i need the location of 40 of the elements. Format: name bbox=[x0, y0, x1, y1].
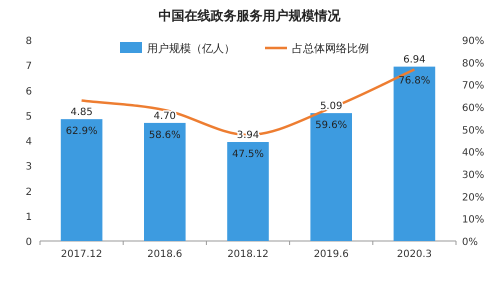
y2-tick-label: 70% bbox=[462, 80, 484, 92]
y2-tick-label: 10% bbox=[462, 214, 484, 226]
legend-label: 占总体网络比例 bbox=[292, 42, 369, 55]
chart-title: 中国在线政务服务用户规模情况 bbox=[158, 8, 342, 24]
x-tick-label: 2020.3 bbox=[396, 249, 432, 260]
y-tick-label: 0 bbox=[26, 237, 32, 248]
bar bbox=[394, 66, 436, 241]
y2-tick-label: 20% bbox=[462, 192, 484, 204]
y-tick-label: 3 bbox=[26, 162, 32, 173]
data-label: 76.8% bbox=[398, 75, 430, 86]
bar bbox=[227, 142, 269, 241]
data-label: 47.5% bbox=[232, 149, 264, 160]
legend-label: 用户规模（亿人） bbox=[147, 42, 235, 55]
data-label: 59.6% bbox=[315, 120, 348, 132]
data-label: 4.85 bbox=[70, 107, 93, 118]
y2-tick-label: 0% bbox=[462, 237, 478, 248]
bar bbox=[144, 122, 186, 241]
y-tick-label: 4 bbox=[26, 136, 32, 148]
y2-tick-label: 40% bbox=[462, 148, 484, 159]
y-tick-label: 5 bbox=[26, 111, 32, 122]
y-tick-label: 6 bbox=[26, 86, 32, 98]
bar bbox=[310, 113, 352, 241]
y-tick-label: 8 bbox=[26, 36, 32, 47]
bar bbox=[60, 119, 102, 241]
data-label: 58.6% bbox=[148, 130, 181, 141]
x-tick-label: 2019.6 bbox=[314, 249, 349, 260]
x-tick-label: 2017.12 bbox=[60, 249, 102, 260]
y2-tick-label: 90% bbox=[462, 36, 484, 47]
y-tick-label: 2 bbox=[26, 186, 32, 198]
data-label: 62.9% bbox=[66, 126, 98, 138]
x-tick-label: 2018.12 bbox=[227, 249, 269, 260]
y2-tick-label: 80% bbox=[462, 58, 484, 70]
y-tick-label: 7 bbox=[26, 61, 32, 72]
y2-tick-label: 30% bbox=[462, 170, 484, 181]
data-label: 6.94 bbox=[403, 54, 426, 66]
y-tick-label: 1 bbox=[26, 212, 32, 223]
x-tick-label: 2018.6 bbox=[147, 249, 182, 260]
y2-tick-label: 50% bbox=[462, 125, 484, 136]
y2-tick-label: 60% bbox=[462, 103, 484, 114]
data-label: 4.70 bbox=[154, 110, 176, 122]
